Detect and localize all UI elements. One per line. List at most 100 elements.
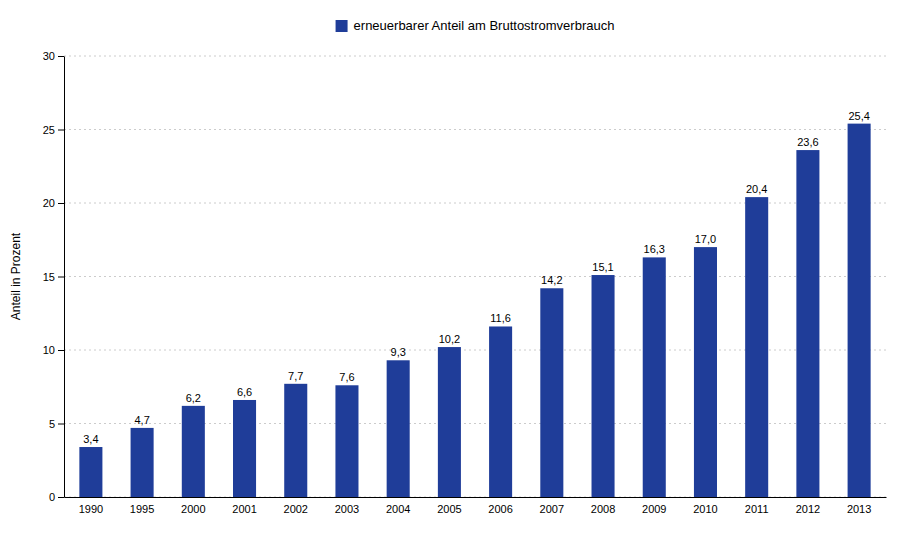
legend-label: erneuerbarer Anteil am Bruttostromverbra…: [354, 18, 615, 33]
x-tick-label: 2010: [693, 503, 717, 515]
x-tick: 2004: [386, 503, 410, 515]
y-tick-label: 0: [49, 491, 55, 503]
bar: [335, 385, 358, 497]
bar: [643, 257, 666, 497]
data-labels: 3,4 4,7 6,2 6,6 7,7 7,6 9,3 10,2 11,6 14,2 15,1 16,…: [83, 110, 870, 445]
data-label: 9,3: [391, 346, 406, 358]
bar: [694, 247, 717, 497]
legend-item: erneuerbarer Anteil am Bruttostromverbra…: [336, 18, 615, 33]
bar: [592, 275, 615, 497]
bar: [848, 124, 871, 497]
y-axis-line: [64, 57, 65, 498]
x-tick-label: 2008: [591, 503, 615, 515]
x-tick-label: 2004: [386, 503, 410, 515]
data-label: 11,6: [490, 312, 511, 324]
data-label: 6,6: [237, 386, 252, 398]
bar: [387, 360, 410, 497]
x-tick-label: 2001: [232, 503, 256, 515]
data-label: 17,0: [695, 233, 716, 245]
x-axis: 1990 1995 2000 2001 2002 2003 2004 2005 2006 2007…: [65, 498, 887, 515]
x-tick-label: 2003: [335, 503, 359, 515]
data-label: 20,4: [746, 183, 767, 195]
x-tick-label: 2005: [437, 503, 461, 515]
data-label: 7,6: [339, 371, 354, 383]
x-tick: 2009: [642, 503, 666, 515]
bar: [745, 197, 768, 497]
y-tick-mark: [58, 130, 64, 131]
x-tick: 2001: [232, 503, 256, 515]
y-tick-label: 30: [43, 50, 55, 62]
bar: [489, 326, 512, 497]
y-tick-mark: [58, 277, 64, 278]
y-tick: 5: [49, 418, 64, 430]
plot: 3,4 4,7 6,2 6,6 7,7 7,6 9,3 10,2 11,6 14,2 15,1 16,…: [9, 50, 887, 515]
legend: erneuerbarer Anteil am Bruttostromverbra…: [336, 18, 615, 33]
x-tick-label: 2013: [847, 503, 871, 515]
y-tick-label: 25: [43, 124, 55, 136]
y-axis-title: Anteil in Prozent: [9, 232, 23, 320]
data-label: 10,2: [439, 333, 460, 345]
x-tick-label: 2009: [642, 503, 666, 515]
x-tick-label: 2002: [284, 503, 308, 515]
bar: [233, 400, 256, 497]
y-tick-mark: [58, 203, 64, 204]
grid-line: [64, 129, 886, 130]
data-label: 6,2: [186, 392, 201, 404]
y-tick: 15: [43, 271, 64, 283]
y-tick: 30: [43, 50, 64, 62]
x-tick: 2006: [488, 503, 512, 515]
data-label: 14,2: [541, 274, 562, 286]
data-label: 3,4: [83, 433, 98, 445]
y-tick-label: 5: [49, 418, 55, 430]
x-tick: 2000: [181, 503, 205, 515]
bar: [182, 406, 205, 497]
x-tick: 2008: [591, 503, 615, 515]
data-label: 25,4: [848, 110, 869, 122]
data-label: 7,7: [288, 370, 303, 382]
bar: [131, 428, 154, 497]
y-tick-mark: [58, 350, 64, 351]
x-tick: 2012: [796, 503, 820, 515]
chart: 3,4 4,7 6,2 6,6 7,7 7,6 9,3 10,2 11,6 14,2 15,1 16,…: [0, 0, 910, 537]
x-tick: 1995: [130, 503, 154, 515]
bar: [796, 150, 819, 497]
x-tick: 1990: [79, 503, 103, 515]
data-label: 15,1: [592, 261, 613, 273]
y-tick: 25: [43, 124, 64, 136]
x-tick-label: 2000: [181, 503, 205, 515]
data-label: 23,6: [797, 136, 818, 148]
y-tick-mark: [58, 497, 64, 498]
x-tick: 2013: [847, 503, 871, 515]
grid: [64, 56, 886, 497]
bar: [284, 384, 307, 497]
y-axis: 0 5 10 15 20 25 30: [43, 50, 65, 503]
x-tick-label: 2006: [488, 503, 512, 515]
x-tick-label: 2011: [745, 503, 769, 515]
legend-swatch: [336, 20, 348, 32]
x-tick-label: 1990: [79, 503, 103, 515]
y-tick: 20: [43, 197, 64, 209]
y-tick: 10: [43, 344, 64, 356]
x-tick: 2003: [335, 503, 359, 515]
bars: [79, 124, 870, 497]
grid-line: [64, 56, 886, 57]
y-tick-mark: [58, 424, 64, 425]
y-tick: 0: [49, 491, 64, 503]
data-label: 16,3: [644, 243, 665, 255]
x-tick: 2005: [437, 503, 461, 515]
y-tick-label: 20: [43, 197, 55, 209]
y-tick-label: 10: [43, 344, 55, 356]
x-tick-label: 2012: [796, 503, 820, 515]
bar: [540, 288, 563, 497]
x-tick-label: 1995: [130, 503, 154, 515]
x-tick: 2007: [540, 503, 564, 515]
data-label: 4,7: [134, 414, 149, 426]
x-axis-line: [65, 497, 887, 498]
bar: [79, 447, 102, 497]
y-tick-mark: [58, 56, 64, 57]
x-tick: 2010: [693, 503, 717, 515]
x-tick: 2011: [745, 503, 769, 515]
x-tick-label: 2007: [540, 503, 564, 515]
bar: [438, 347, 461, 497]
x-tick: 2002: [284, 503, 308, 515]
